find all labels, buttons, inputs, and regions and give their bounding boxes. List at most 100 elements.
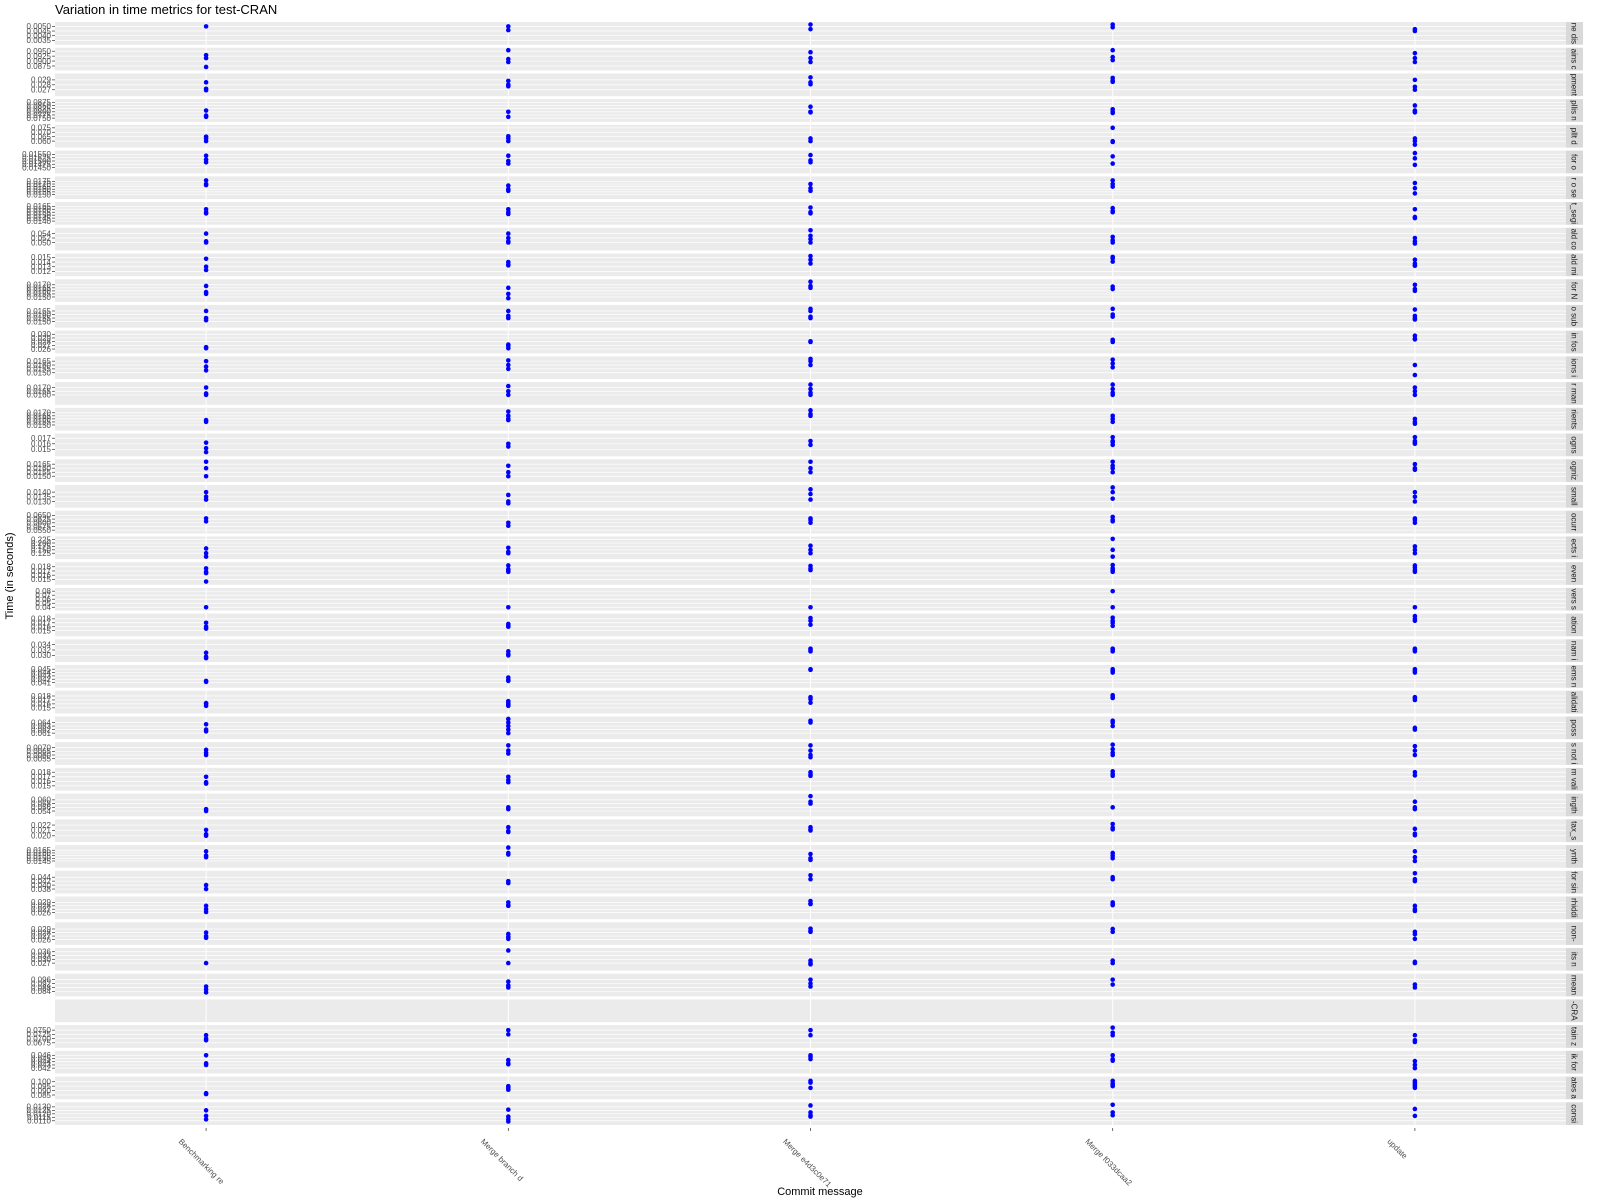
y-tick-label: 0.0155 — [27, 314, 52, 323]
y-tick-label: 0.0155 — [27, 418, 52, 427]
data-point — [506, 83, 511, 89]
data-point — [1412, 849, 1418, 854]
y-tick-label: 0.038 — [31, 885, 52, 894]
y-tick-label: 0.0155 — [27, 851, 52, 860]
data-point — [808, 257, 813, 263]
data-point — [203, 554, 209, 559]
data-point — [506, 604, 511, 610]
facet-strip — [1566, 845, 1583, 868]
data-point — [808, 315, 813, 321]
data-point — [203, 854, 209, 860]
facet-strip-label: consi — [1570, 1104, 1579, 1123]
facet-strip-label: tax_s — [1570, 821, 1579, 840]
facet-strip-label: ation — [1570, 616, 1579, 633]
data-point — [203, 24, 209, 29]
y-tick-label: 0.027 — [31, 905, 52, 914]
data-point — [203, 579, 209, 584]
data-point — [506, 345, 511, 351]
data-point — [506, 59, 511, 65]
data-point — [203, 138, 209, 144]
data-point — [203, 679, 209, 685]
y-tick-label: 0.063 — [31, 722, 52, 731]
data-point — [506, 829, 511, 835]
data-point — [203, 308, 209, 314]
data-point — [506, 285, 511, 291]
y-tick-label: 0.045 — [31, 1054, 52, 1063]
facet-strip — [1566, 510, 1583, 534]
data-point — [203, 317, 209, 323]
data-point — [203, 960, 209, 966]
data-point — [1412, 392, 1418, 398]
facet-strip-label: t_segi — [1570, 203, 1579, 225]
data-point — [1110, 519, 1115, 524]
facet-strip-label: small — [1570, 487, 1579, 506]
data-point — [506, 1087, 511, 1092]
data-point — [506, 388, 511, 394]
x-tick-label: Merge f033dcaa2 — [1083, 1137, 1134, 1188]
facet-strip — [1566, 639, 1583, 663]
y-tick-label: 0.015 — [31, 626, 52, 635]
y-tick-label: 0.0165 — [27, 387, 52, 396]
facet-strip-label: ogns — [1570, 436, 1579, 453]
y-tick-label: 0.0155 — [27, 208, 52, 217]
y-tick-label: 0.046 — [31, 1051, 52, 1060]
facet-panel: -CRA — [55, 999, 1583, 1023]
data-point — [1412, 806, 1418, 812]
facet-strip — [1566, 73, 1583, 97]
data-point — [808, 110, 813, 115]
y-tick-label: 0.058 — [31, 799, 52, 808]
data-point — [506, 24, 511, 29]
data-point — [808, 358, 813, 364]
data-point — [1412, 55, 1418, 61]
y-tick-label: 0.042 — [31, 1064, 52, 1073]
data-point — [1412, 241, 1418, 246]
data-point — [1110, 723, 1115, 729]
y-tick-label: 0.030 — [31, 330, 52, 339]
y-tick-label: 0.028 — [31, 337, 52, 346]
data-point — [1412, 960, 1418, 966]
data-point — [808, 984, 813, 989]
y-tick-label: 0.125 — [31, 549, 52, 558]
facet-panel: 0.0170.0160.015 ogns — [31, 433, 1583, 457]
y-tick-label: 0.0150 — [27, 369, 52, 378]
facet-strip — [1566, 407, 1583, 431]
y-tick-label: 0.0750 — [27, 114, 52, 123]
data-point — [506, 295, 511, 301]
y-tick-label: 0.06 — [35, 595, 51, 604]
facet-strip-label: m vali — [1570, 769, 1579, 790]
data-point — [506, 109, 511, 115]
y-tick-label: 0.029 — [31, 76, 52, 85]
data-point — [1412, 441, 1418, 447]
data-point — [1110, 161, 1115, 166]
data-point — [203, 283, 209, 289]
data-point — [1110, 154, 1115, 159]
data-point — [506, 903, 511, 909]
data-point — [1412, 1062, 1418, 1068]
data-point — [808, 793, 813, 799]
data-point — [1110, 361, 1115, 366]
facet-strip-label: ald co — [1570, 228, 1579, 250]
data-point — [1412, 908, 1418, 914]
data-point — [1412, 307, 1418, 312]
facet-strip-label: ects i — [1570, 538, 1579, 557]
data-point — [1110, 547, 1115, 553]
facet-strip-label: ates a — [1570, 1077, 1579, 1099]
data-point — [203, 650, 209, 656]
data-point — [1412, 1106, 1418, 1112]
facet-strip-label: ions i — [1570, 358, 1579, 377]
y-tick-label: 0.015 — [31, 445, 52, 454]
y-tick-label: 0.0150 — [27, 190, 52, 199]
data-point — [506, 523, 511, 529]
y-tick-label: 0.026 — [31, 908, 52, 917]
data-point — [1110, 110, 1115, 116]
data-point — [1110, 178, 1115, 183]
data-point — [1412, 618, 1418, 624]
data-point — [506, 501, 511, 506]
